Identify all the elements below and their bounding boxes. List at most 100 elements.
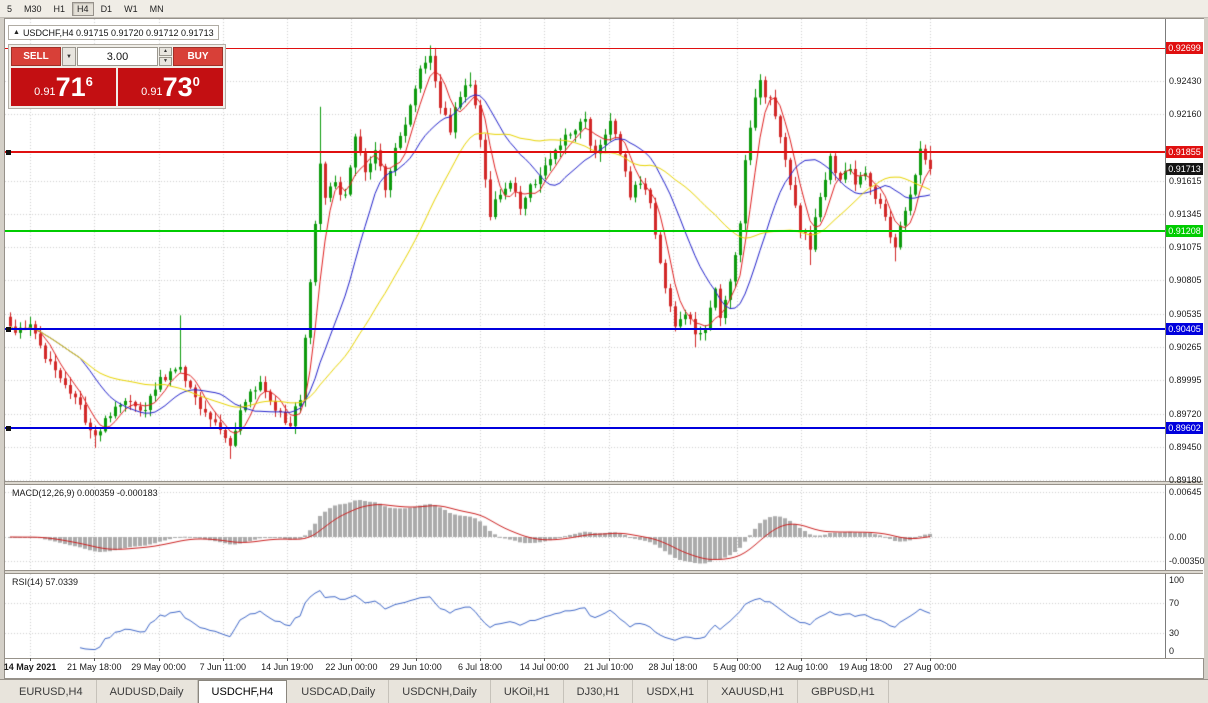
price-axis-label: 0.89995 xyxy=(1169,374,1202,385)
macd-axis-label: 0.00645 xyxy=(1169,486,1202,497)
sell-price-prefix: 0.91 xyxy=(34,86,56,98)
symbol-info-box: ▲ USDCHF,H4 0.91715 0.91720 0.91712 0.91… xyxy=(8,25,219,40)
time-axis-label: 14 Jul 00:00 xyxy=(519,662,569,672)
dropdown-arrow-icon: ▼ xyxy=(66,53,72,60)
chart-tab-audusd-daily[interactable]: AUDUSD,Daily xyxy=(97,680,198,703)
rsi-axis-label: 100 xyxy=(1169,575,1185,585)
time-axis-tick xyxy=(929,658,931,661)
chart-tabs-bar: EURUSD,H4 AUDUSD,Daily USDCHF,H4 USDCAD,Dai… xyxy=(0,679,1208,703)
time-axis-tick xyxy=(222,658,224,661)
chart-tab-usdx-h1[interactable]: USDX,H1 xyxy=(633,680,709,703)
sell-button[interactable]: SELL xyxy=(11,47,61,66)
pane-separator-macd[interactable] xyxy=(5,481,1203,485)
timeframe-button-m30[interactable]: M30 xyxy=(19,2,47,16)
chart-tab-gbpusd-h1[interactable]: GBPUSD,H1 xyxy=(798,680,889,703)
time-axis-label: 22 Jun 00:00 xyxy=(325,662,378,672)
time-axis-label: 5 Aug 00:00 xyxy=(713,662,762,672)
timeframe-button-5[interactable]: 5 xyxy=(2,2,17,16)
chart-tab-usdcad-daily[interactable]: USDCAD,Daily xyxy=(288,680,390,703)
line-anchor-marker[interactable] xyxy=(6,327,11,333)
macd-label: MACD(12,26,9) 0.000359 -0.000183 xyxy=(12,488,158,498)
time-axis[interactable] xyxy=(5,658,1203,678)
timeframe-button-h1[interactable]: H1 xyxy=(49,2,71,16)
chart-tab-xauusd-h1[interactable]: XAUUSD,H1 xyxy=(708,680,799,703)
chart-tab-dj30-h1[interactable]: DJ30,H1 xyxy=(564,680,634,703)
price-axis-label: 0.91345 xyxy=(1169,209,1202,220)
time-axis-label: 19 Aug 18:00 xyxy=(839,662,893,672)
sell-price-big: 71 xyxy=(55,71,86,102)
price-line-label: 0.91208 xyxy=(1166,224,1203,237)
trade-controls-row: SELL ▼ ▲ ▼ BUY xyxy=(11,47,223,66)
sell-price-display[interactable]: 0.91 71 6 xyxy=(11,68,116,106)
price-axis-label: 0.91615 xyxy=(1169,176,1202,186)
chart-tab-eurusd-h4[interactable]: EURUSD,H4 xyxy=(6,680,97,703)
macd-axis-label: -0.00350 xyxy=(1169,556,1205,567)
price-axis-label: 0.90805 xyxy=(1169,275,1202,286)
time-axis-tick xyxy=(158,658,160,661)
timeframe-toolbar: 5 M30 H1 H4 D1 W1 MN xyxy=(0,0,1208,18)
symbol-ohlc-text: USDCHF,H4 0.91715 0.91720 0.91712 0.9171… xyxy=(22,27,214,38)
time-axis-label: 6 Jul 18:00 xyxy=(457,662,503,672)
volume-input[interactable] xyxy=(77,47,158,66)
buy-price-display[interactable]: 0.91 73 0 xyxy=(118,68,223,106)
time-axis-label: 14 Jun 19:00 xyxy=(261,662,314,672)
price-axis-label: 0.92160 xyxy=(1169,109,1202,120)
trade-prices-row: 0.91 71 6 0.91 73 0 xyxy=(11,68,223,106)
rsi-label: RSI(14) 57.0339 xyxy=(12,577,79,587)
time-axis-label: 21 Jul 10:00 xyxy=(584,662,634,672)
volume-increase-button[interactable]: ▲ xyxy=(159,47,172,56)
support-line[interactable] xyxy=(5,427,1165,429)
timeframe-button-h4[interactable]: H4 xyxy=(72,1,94,16)
sell-price-sup: 6 xyxy=(85,73,93,89)
time-axis-tick xyxy=(608,658,610,661)
price-axis-label: 0.90535 xyxy=(1169,308,1202,319)
pane-separator-rsi[interactable] xyxy=(5,570,1203,574)
volume-spinner: ▲ ▼ xyxy=(159,47,172,66)
price-axis-label: 0.91075 xyxy=(1169,242,1202,253)
support-line[interactable] xyxy=(5,229,1165,232)
spin-up-icon: ▲ xyxy=(163,48,168,54)
buy-button[interactable]: BUY xyxy=(173,47,223,66)
price-axis-label: 0.92430 xyxy=(1169,76,1202,86)
chart-tab-ukoil-h1[interactable]: UKOil,H1 xyxy=(491,680,564,703)
line-anchor-marker[interactable] xyxy=(6,426,11,431)
time-axis-label: 12 Aug 10:00 xyxy=(774,662,828,672)
timeframe-button-mn[interactable]: MN xyxy=(145,2,169,16)
time-axis-tick xyxy=(801,658,803,661)
rsi-axis-label: 70 xyxy=(1169,597,1180,608)
support-line[interactable] xyxy=(5,328,1165,331)
price-chart[interactable] xyxy=(5,19,1165,658)
time-axis-label: 7 Jun 11:00 xyxy=(199,662,247,672)
timeframe-button-w1[interactable]: W1 xyxy=(119,2,143,16)
price-axis-label: 0.89180 xyxy=(1169,474,1202,485)
resistance-line[interactable] xyxy=(5,47,1165,49)
buy-price-sup: 0 xyxy=(192,73,200,89)
price-axis-label: 0.89450 xyxy=(1169,441,1202,452)
time-axis-label: 29 May 00:00 xyxy=(131,662,186,672)
price-axis[interactable] xyxy=(1165,19,1204,658)
time-axis-tick xyxy=(30,658,31,661)
timeframe-button-d1[interactable]: D1 xyxy=(96,2,118,16)
chart-tab-usdcnh-daily[interactable]: USDCNH,Daily xyxy=(389,680,491,703)
price-line-label: 0.92699 xyxy=(1166,42,1203,54)
resistance-line[interactable] xyxy=(5,150,1165,153)
volume-decrease-button[interactable]: ▼ xyxy=(159,57,172,66)
rsi-axis-label: 0 xyxy=(1169,646,1175,656)
rsi-axis-label: 30 xyxy=(1169,627,1180,638)
price-line-label: 0.89602 xyxy=(1166,422,1203,434)
time-axis-tick xyxy=(737,658,739,661)
price-line-label: 0.91855 xyxy=(1166,145,1203,158)
macd-axis-label: 0.00 xyxy=(1169,532,1187,542)
time-axis-label: 21 May 18:00 xyxy=(67,662,122,672)
current-price-label: 0.91713 xyxy=(1166,162,1203,175)
trend-arrow-icon: ▲ xyxy=(13,29,20,36)
price-axis-label: 0.89720 xyxy=(1169,408,1202,419)
volume-dropdown-button[interactable]: ▼ xyxy=(62,47,76,66)
time-axis-label: 27 Aug 00:00 xyxy=(903,662,957,672)
price-line-label: 0.90405 xyxy=(1166,323,1203,336)
buy-price-big: 73 xyxy=(162,71,193,102)
chart-tab-usdchf-h4[interactable]: USDCHF,H4 xyxy=(197,680,288,703)
line-anchor-marker[interactable] xyxy=(6,149,11,155)
